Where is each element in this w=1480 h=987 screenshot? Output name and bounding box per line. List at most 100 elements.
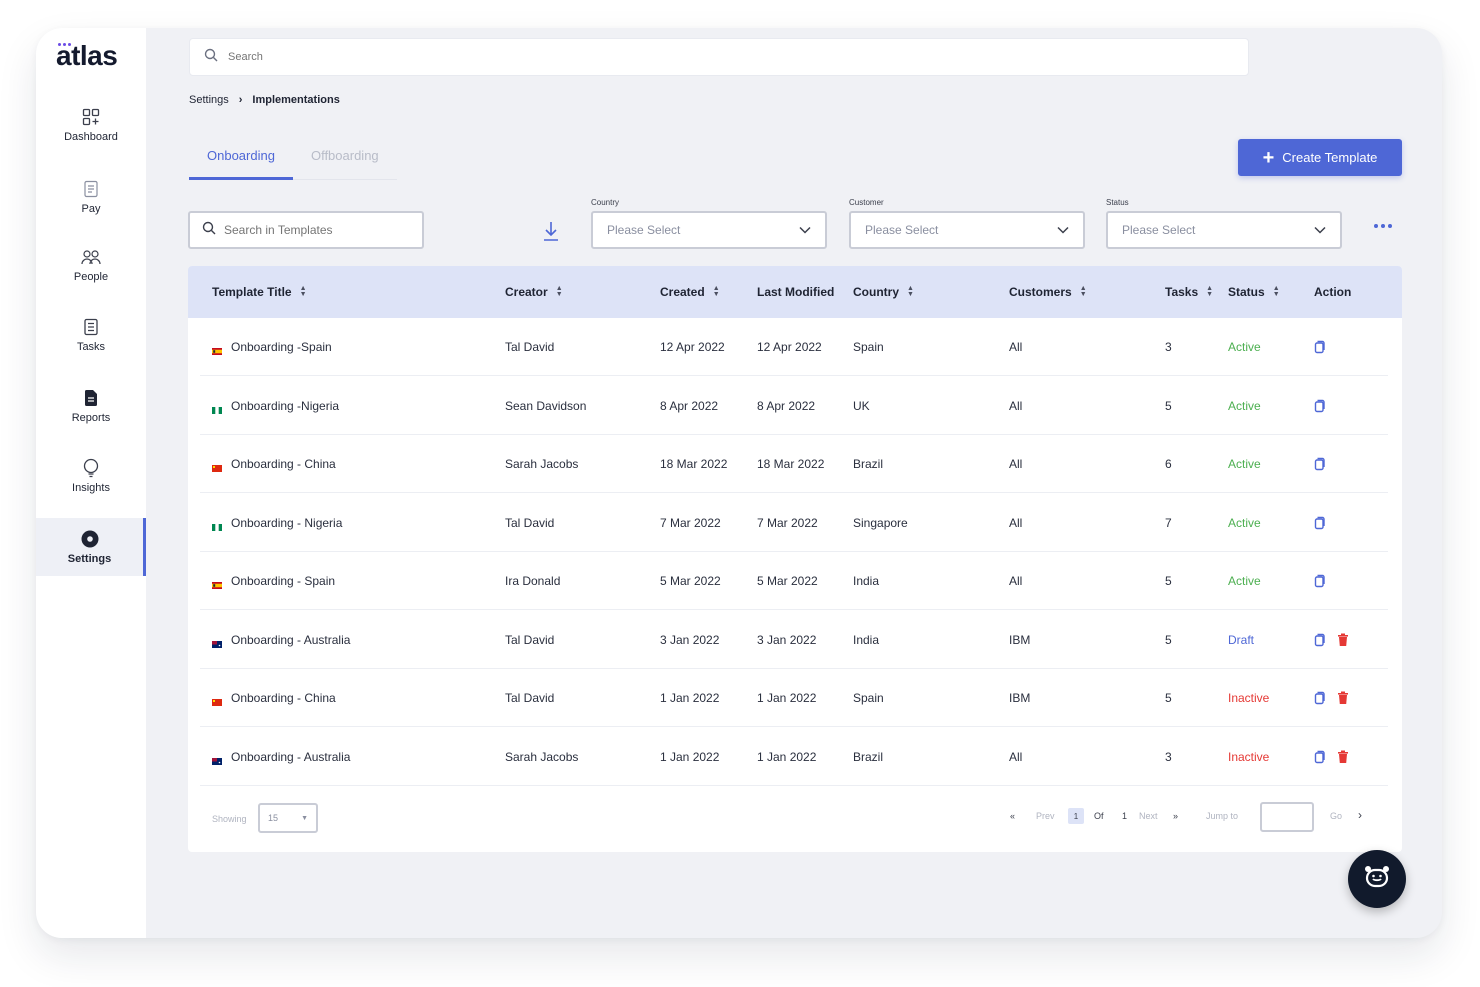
template-search-input[interactable]	[224, 223, 404, 237]
cell-country: Brazil	[853, 749, 884, 764]
table-row[interactable]: Onboarding - Nigeria Tal David 7 Mar 2022 7…	[200, 494, 1388, 552]
sort-icon[interactable]: ▲ ▼	[1272, 285, 1280, 298]
logo-dots	[58, 43, 72, 47]
australia-flag-icon	[212, 637, 222, 648]
cell-country: Spain	[853, 340, 884, 354]
select-value: Please Select	[1122, 223, 1196, 237]
column-header-status[interactable]: Status ▲ ▼	[1228, 285, 1280, 299]
page-size-select[interactable]: 15 ▼	[258, 803, 318, 833]
go-button[interactable]: Go	[1330, 811, 1343, 821]
breadcrumb-settings[interactable]: Settings	[189, 94, 229, 106]
sidebar-item-label: Tasks	[76, 341, 106, 353]
trash-icon[interactable]	[1337, 633, 1349, 647]
sidebar-item-label: Dashboard	[64, 131, 118, 143]
sidebar-item-dashboard[interactable]: Dashboard	[36, 96, 146, 154]
copy-icon[interactable]	[1313, 750, 1325, 764]
cell-action	[1313, 494, 1337, 552]
cell-tasks: 5	[1165, 632, 1172, 647]
template-search[interactable]	[188, 211, 424, 249]
customer-select[interactable]: Please Select	[849, 211, 1085, 249]
trash-icon[interactable]	[1337, 691, 1349, 705]
sidebar-item-tasks[interactable]: Tasks	[36, 306, 146, 364]
copy-icon[interactable]	[1313, 457, 1325, 471]
cell-creator: Sean Davidson	[505, 398, 587, 413]
cell-tasks: 5	[1165, 574, 1172, 588]
tab-offboarding[interactable]: Offboarding	[292, 140, 397, 180]
cell-title: Onboarding - Spain	[212, 552, 335, 610]
table-row[interactable]: Onboarding - China Sarah Jacobs 18 Mar 202…	[200, 435, 1388, 493]
last-page-icon[interactable]: »	[1173, 811, 1179, 821]
chat-assistant-button[interactable]	[1348, 850, 1406, 908]
sidebar-item-reports[interactable]: Reports	[36, 377, 146, 435]
table-row[interactable]: Onboarding - Australia Tal David 3 Jan 202…	[200, 611, 1388, 669]
cell-last-modified: 3 Jan 2022	[757, 632, 817, 647]
column-header-last-modified[interactable]: Last Modified	[757, 285, 835, 299]
search-icon	[204, 48, 218, 67]
sort-icon[interactable]: ▲ ▼	[712, 285, 720, 298]
column-header-tasks[interactable]: Tasks ▲ ▼	[1165, 285, 1214, 299]
sidebar-item-insights[interactable]: Insights	[36, 447, 146, 505]
copy-icon[interactable]	[1313, 399, 1325, 413]
table-row[interactable]: Onboarding -Nigeria Sean Davidson 8 Apr 20…	[200, 377, 1388, 435]
jump-to-input[interactable]	[1260, 802, 1314, 832]
table-header: Template Title ▲ ▼ Creator ▲ ▼ Created ▲ ▼ …	[188, 266, 1402, 318]
nigeria-flag-icon	[212, 520, 222, 531]
tasks-icon	[81, 317, 101, 337]
column-header-created[interactable]: Created ▲ ▼	[660, 285, 720, 299]
cell-country: India	[853, 574, 880, 588]
current-page[interactable]: 1	[1068, 808, 1084, 824]
trash-icon[interactable]	[1337, 750, 1349, 764]
nigeria-flag-icon	[212, 403, 222, 414]
status-select[interactable]: Please Select	[1106, 211, 1342, 249]
table-row[interactable]: Onboarding - Australia Sarah Jacobs 1 Jan …	[200, 728, 1388, 786]
sidebar: atlas Dashboard Pay	[36, 28, 146, 938]
column-header-country[interactable]: Country ▲ ▼	[853, 285, 914, 299]
column-header-creator[interactable]: Creator ▲ ▼	[505, 285, 563, 299]
cell-action	[1313, 435, 1337, 493]
sort-icon[interactable]: ▲ ▼	[907, 285, 914, 298]
more-options-icon[interactable]	[1372, 218, 1394, 234]
download-icon[interactable]	[542, 220, 560, 247]
app-window: atlas Dashboard Pay	[36, 28, 1442, 938]
sort-icon[interactable]: ▲ ▼	[299, 285, 307, 298]
sort-icon[interactable]: ▲ ▼	[1206, 285, 1214, 298]
copy-icon[interactable]	[1313, 633, 1325, 647]
copy-icon[interactable]	[1313, 516, 1325, 530]
insights-icon	[81, 458, 101, 478]
cell-last-modified: 7 Mar 2022	[757, 515, 818, 530]
cell-created: 7 Mar 2022	[660, 515, 721, 530]
search-input[interactable]	[228, 51, 1128, 63]
next-page-button[interactable]: Next	[1139, 811, 1158, 821]
cell-customers: All	[1009, 515, 1023, 530]
sort-icon[interactable]: ▲ ▼	[555, 285, 563, 298]
sort-icon[interactable]: ▲ ▼	[1079, 285, 1087, 298]
sidebar-item-pay[interactable]: Pay	[36, 168, 146, 226]
tab-onboarding[interactable]: Onboarding	[189, 140, 293, 180]
copy-icon[interactable]	[1313, 340, 1325, 354]
copy-icon[interactable]	[1313, 691, 1325, 705]
column-header-title[interactable]: Template Title ▲ ▼	[212, 285, 307, 299]
reports-icon	[81, 388, 101, 408]
people-icon	[81, 247, 101, 267]
cell-created: 1 Jan 2022	[660, 749, 720, 764]
table-row[interactable]: Onboarding - Spain Ira Donald 5 Mar 2022 5 …	[200, 552, 1388, 610]
chevron-right-icon[interactable]: ›	[1358, 808, 1362, 822]
table-row[interactable]: Onboarding -Spain Tal David 12 Apr 2022 12 …	[200, 318, 1388, 376]
sidebar-item-people[interactable]: People	[36, 236, 146, 294]
sidebar-item-label: Insights	[72, 482, 110, 494]
cell-customers: IBM	[1009, 632, 1031, 647]
cell-country: UK	[853, 398, 870, 413]
table-row[interactable]: Onboarding - China Tal David 1 Jan 2022 1 J…	[200, 669, 1388, 727]
sidebar-item-label: Pay	[81, 203, 101, 215]
first-page-icon[interactable]: «	[1010, 811, 1016, 821]
prev-page-button[interactable]: Prev	[1036, 811, 1055, 821]
global-search[interactable]	[189, 38, 1249, 76]
copy-icon[interactable]	[1313, 574, 1325, 588]
cell-action	[1313, 377, 1337, 435]
column-header-customers[interactable]: Customers ▲ ▼	[1009, 285, 1087, 299]
create-template-button[interactable]: + Create Template	[1238, 139, 1402, 176]
sidebar-item-settings[interactable]: Settings	[36, 518, 146, 576]
cell-tasks: 5	[1165, 398, 1172, 413]
country-select[interactable]: Please Select	[591, 211, 827, 249]
cell-title: Onboarding - Australia	[212, 611, 350, 669]
